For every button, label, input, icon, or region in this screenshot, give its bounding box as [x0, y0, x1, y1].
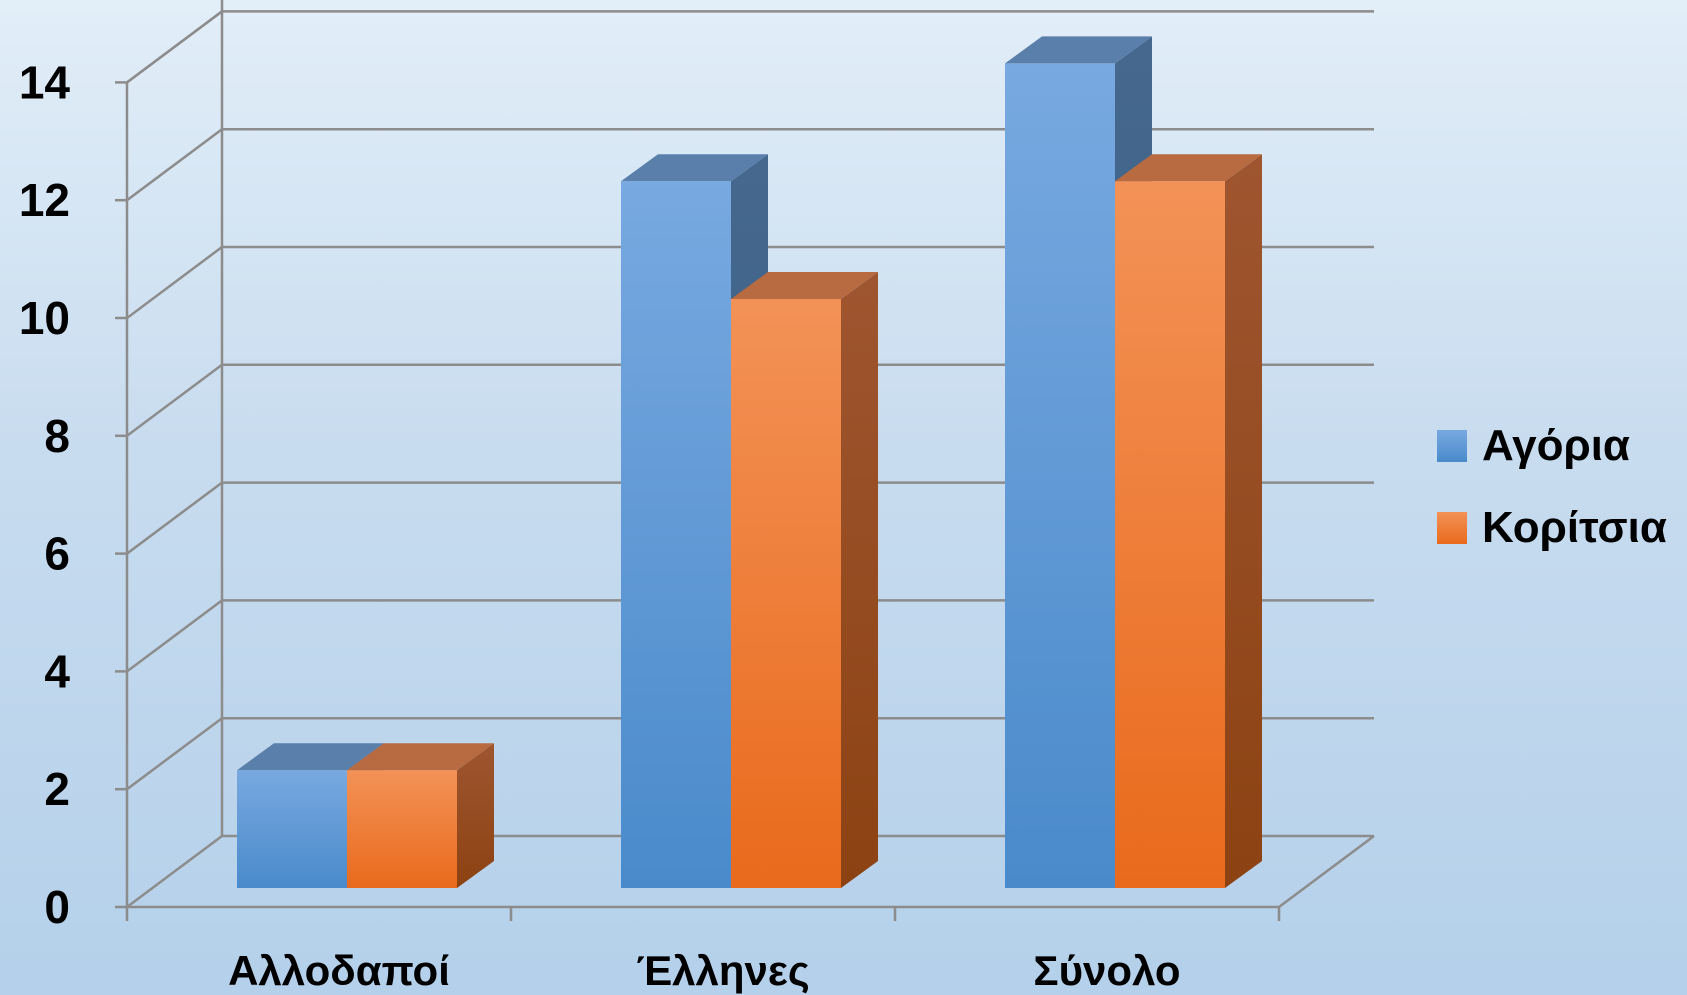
x-category-label: Έλληνες [636, 947, 809, 994]
axes [115, 0, 1375, 921]
gridline [126, 10, 223, 84]
bar-top [237, 743, 384, 771]
bar-front [1005, 63, 1115, 888]
bar-top [1005, 36, 1152, 64]
bar-top [347, 743, 494, 771]
y-tick-label: 2 [44, 763, 70, 815]
y-tick-label: 8 [44, 410, 70, 462]
legend-item-agoria: Αγόρια [1437, 421, 1630, 470]
legend: Αγόρια Κορίτσια [1437, 421, 1667, 552]
y-tick-label: 14 [19, 56, 71, 108]
bar-side [457, 743, 494, 888]
bar-side [1225, 154, 1262, 888]
bar-top [1115, 154, 1262, 182]
floor-right-edge [1278, 834, 1375, 909]
x-category-label: Αλλοδαποί [228, 947, 450, 994]
y-tick-label: 10 [19, 292, 70, 344]
bar-front [731, 299, 841, 888]
gridline [126, 10, 1374, 84]
bar-top [731, 272, 878, 299]
bars [237, 36, 1262, 888]
y-tick-label: 0 [44, 881, 70, 933]
y-axis-tick-labels: 0 2 4 6 8 10 12 14 [19, 56, 71, 933]
y-tick-label: 12 [19, 174, 70, 226]
bar-koritsia [347, 743, 494, 888]
legend-item-koritsia: Κορίτσια [1437, 503, 1667, 552]
bar-top [621, 154, 768, 182]
bar-side [841, 272, 878, 888]
bar-front [1115, 181, 1225, 888]
bar-front [621, 181, 731, 888]
bar-koritsia [731, 272, 878, 888]
legend-label: Αγόρια [1482, 421, 1630, 470]
bar-koritsia [1115, 154, 1262, 888]
x-axis-category-labels: Αλλοδαποί Έλληνες Σύνολο [228, 947, 1180, 994]
x-category-label: Σύνολο [1033, 947, 1180, 994]
y-tick-label: 6 [44, 528, 70, 580]
bar-front [237, 770, 347, 888]
y-tick-label: 4 [44, 645, 70, 697]
legend-swatch [1437, 512, 1467, 544]
legend-label: Κορίτσια [1482, 503, 1667, 552]
legend-swatch [1437, 430, 1467, 462]
bar-front [347, 770, 457, 888]
